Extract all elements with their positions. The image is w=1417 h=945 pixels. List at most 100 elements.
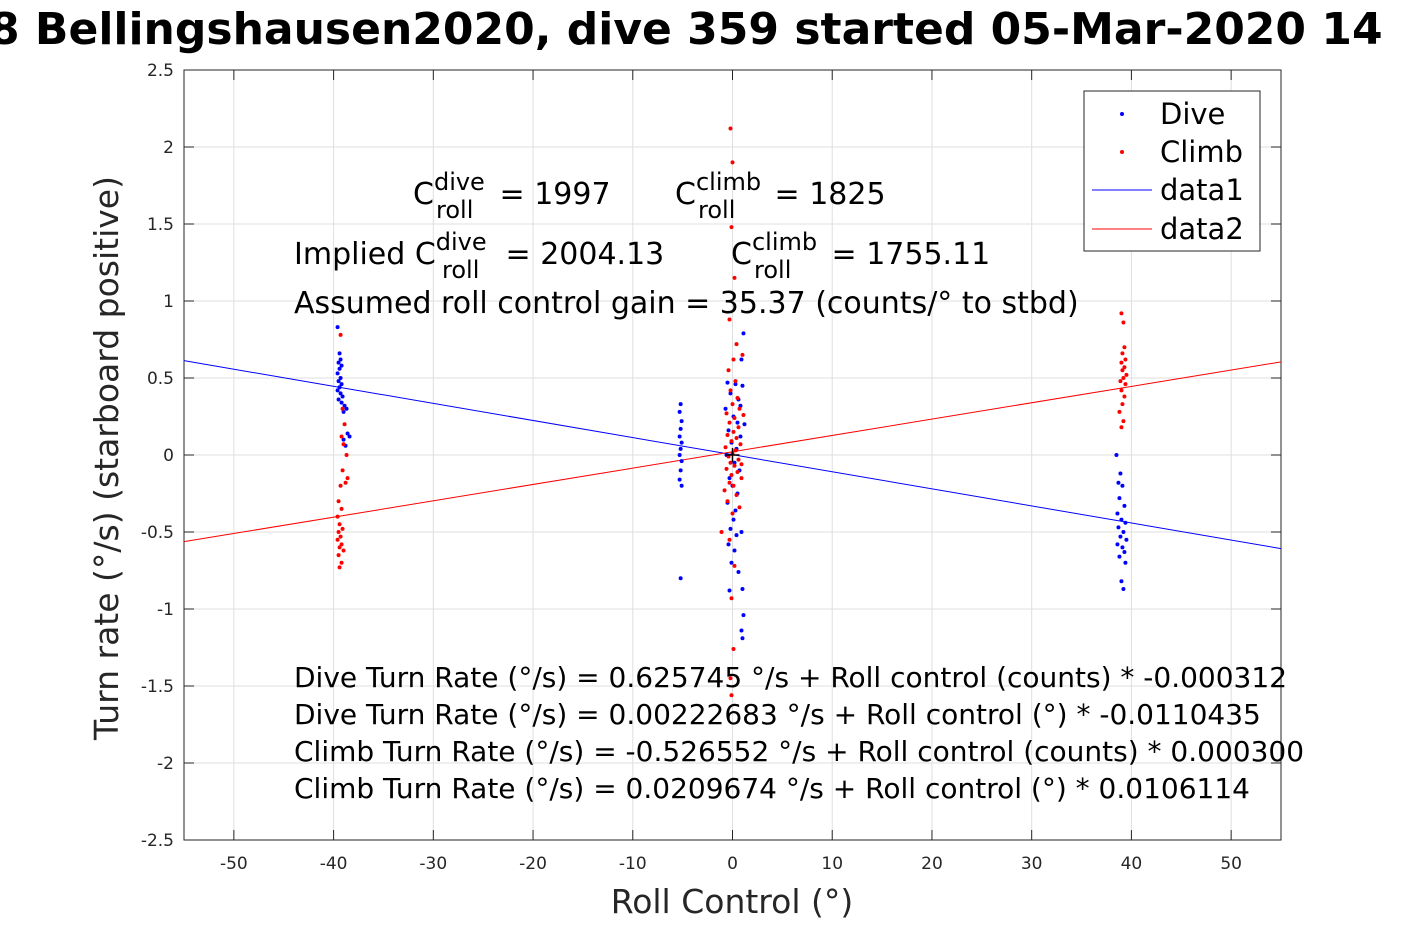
climb-point [340,406,345,411]
dive-point [739,530,744,534]
dive-point [678,576,683,581]
c-roll-climb-annotation: Cclimb roll = 1825 [675,168,886,224]
data-points [335,126,1129,698]
climb-point [337,545,342,550]
x-tick-label: 20 [921,854,943,874]
climb-point [724,411,729,416]
dive-point [1115,511,1120,516]
climb-point [730,511,735,516]
x-tick-label: 30 [1021,854,1043,874]
legend-box [1083,90,1261,252]
dive-point [338,376,343,380]
dive-point [345,431,350,436]
y-tick-label: 0 [163,446,174,466]
dive-point [733,382,738,387]
y-tick-label: 1 [163,292,174,312]
climb-point [338,483,343,488]
dive-point [1117,554,1122,559]
y-tick-label: 2 [163,138,174,158]
dive-point [339,382,344,387]
legend-dive-swatch [1120,112,1124,116]
climb-point [1123,357,1128,362]
climb-point [736,457,741,462]
dive-point [1119,579,1124,584]
dive-point [1121,586,1126,591]
legend: Dive Climb data1 data2 [1083,90,1261,252]
dive-point [731,517,736,522]
dive-point [739,628,744,633]
dive-point [339,400,344,405]
axis-ticks: -50 -40 -30 -20 -10 0 10 20 30 40 50-2.5-2-1.5-1-0… [141,61,1281,874]
dive-point [1118,534,1123,539]
dive-point [1122,550,1127,555]
climb-point [336,499,341,504]
dive-point [336,379,341,384]
climb-point [335,514,340,519]
dive-point [738,403,743,408]
climb-point [1120,368,1125,373]
climb-point [736,425,741,430]
y-tick-label: 0.5 [147,369,174,389]
climb-point [337,565,342,570]
dive-point [337,366,342,371]
climb-point [1117,409,1122,414]
climb-point [1120,402,1125,407]
climb-point [336,553,341,558]
x-tick-label: 40 [1121,854,1143,874]
dive-point [740,586,745,591]
climb-point [1121,320,1126,325]
chart-title: 8 Bellingshausen2020, dive 359 started 0… [0,4,1383,55]
climb-point [735,396,740,401]
y-tick-label: 1.5 [147,215,174,235]
dive-point [344,406,349,411]
climb-point [729,439,734,444]
climb-point [728,126,733,131]
climb-point [338,534,343,539]
legend-data2-label: data2 [1160,212,1244,246]
climb-point [732,563,737,568]
dive-point [732,548,737,553]
dive-point [678,426,683,431]
dive-point [741,331,746,336]
dive-point [1123,560,1128,565]
climb-point [1119,425,1124,430]
dive-point [1115,542,1120,547]
dive-point [335,325,340,330]
dive-point [1114,453,1119,457]
climb-point [737,406,742,411]
dive-point [729,560,734,565]
dive-point [740,636,745,641]
climb-point [735,469,740,474]
dive-point [1120,483,1125,488]
climb-point [728,460,733,465]
y-tick-label: -1 [157,600,174,620]
dive-point [338,391,343,396]
climb-point [722,488,727,493]
dive-point [733,508,738,513]
climb-point [730,160,735,165]
climb-point [341,442,346,447]
dive-point [341,409,346,414]
climb-point [336,530,341,534]
dive-point [740,383,745,388]
climb-point [339,434,344,439]
dive-point [677,409,682,414]
dive-point [339,363,344,368]
climb-point [730,402,735,407]
climb-point [732,416,737,421]
climb-point [726,368,731,373]
climb-point [719,530,724,534]
climb-point [729,693,734,698]
dive-point [734,533,739,538]
dive-counts-equation: Dive Turn Rate (°/s) = 0.625745 °/s + Ro… [294,661,1287,694]
climb-point [1119,360,1124,365]
dive-point [1116,525,1121,530]
chart-title-container: 8 Bellingshausen2020, dive 359 started 0… [0,4,1417,60]
climb-point [727,420,732,425]
climb-point [725,432,730,437]
climb-counts-equation: Climb Turn Rate (°/s) = -0.526552 °/s + … [294,735,1304,768]
c-roll-dive-annotation: Cdive roll = 1997 [413,168,611,224]
climb-point [734,436,739,441]
dive-point [338,357,343,362]
